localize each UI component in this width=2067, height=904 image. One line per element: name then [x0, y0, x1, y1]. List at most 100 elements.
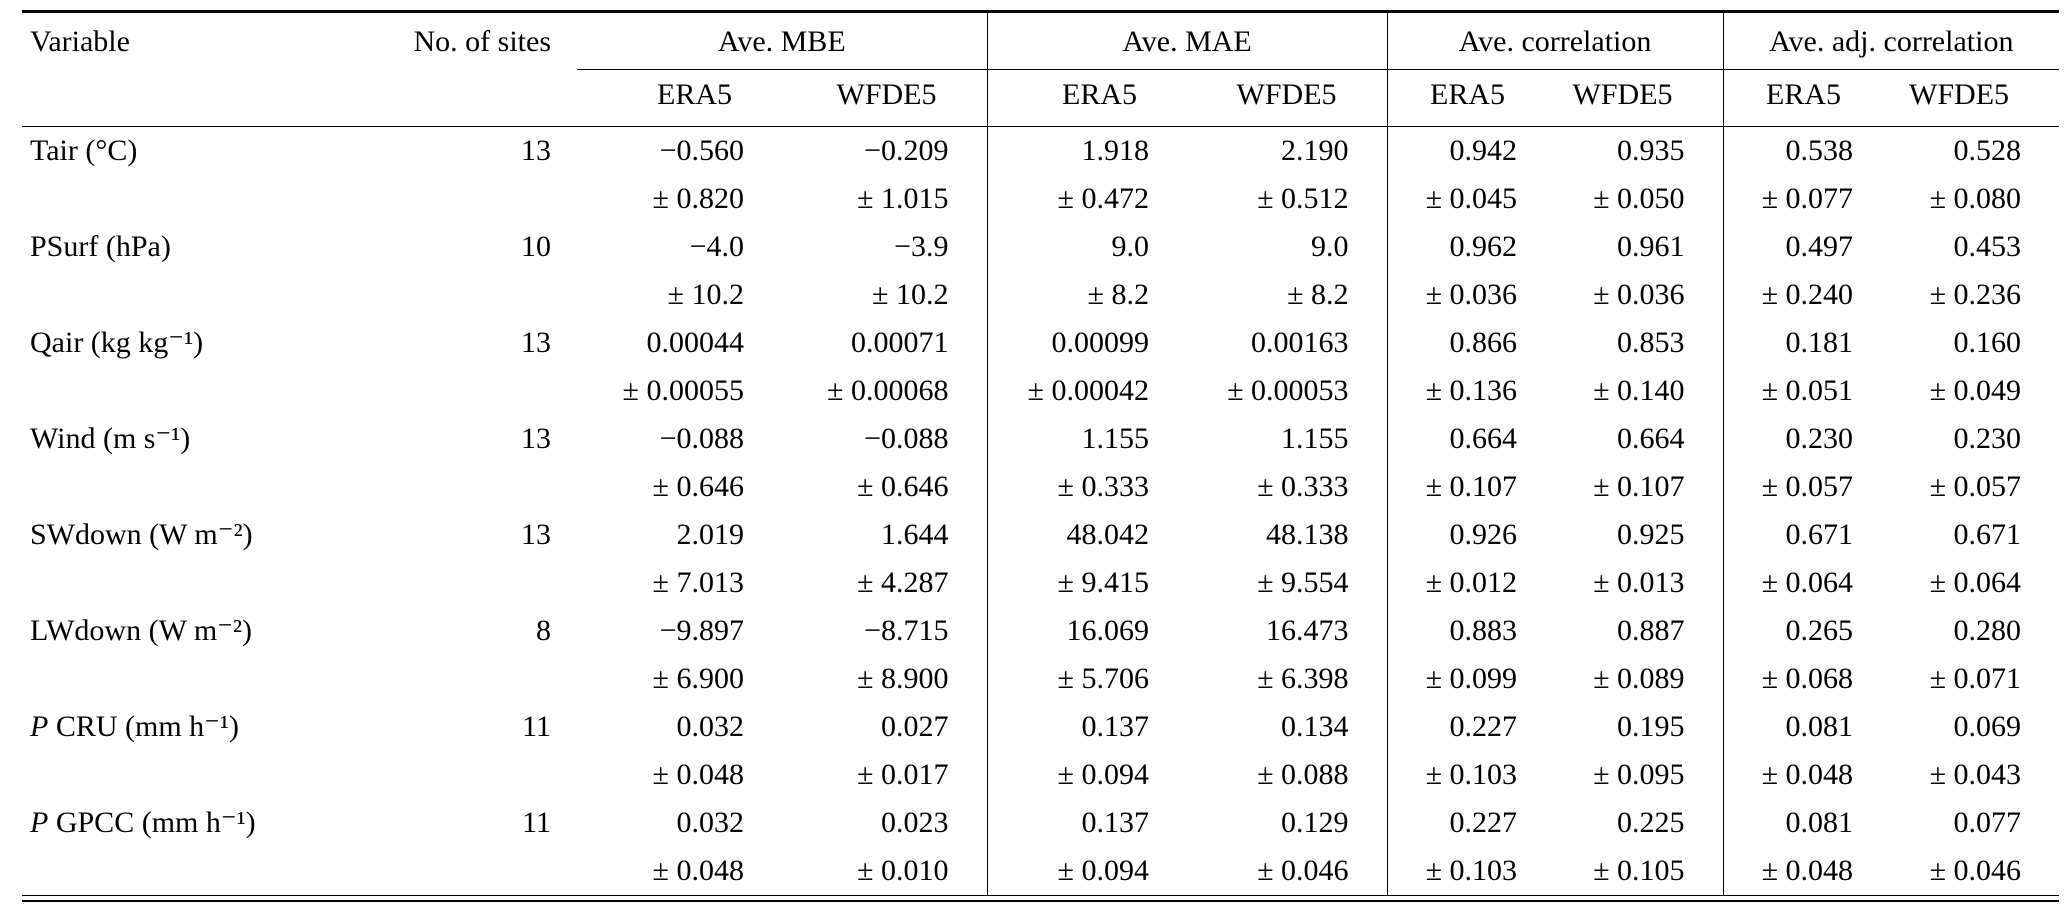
std-value: ± 0.094	[986, 751, 1188, 799]
std-value: ± 0.136	[1386, 367, 1556, 415]
subcol-mbe-era5: ERA5	[577, 69, 782, 127]
std-value: ± 0.010	[857, 854, 949, 887]
mean-value: 9.0	[1311, 230, 1349, 263]
mean-value: 48.042	[986, 511, 1188, 559]
col-group-ave-mbe: Ave. MBE	[577, 11, 988, 70]
std-value: ± 0.036	[1593, 278, 1685, 311]
mean-value: 0.866	[1386, 319, 1556, 367]
std-value: ± 0.00042	[986, 367, 1188, 415]
data-row-std: ± 6.900 ± 8.900 ± 5.706 ± 6.398 ± 0.099 ± 0.0…	[22, 655, 2059, 703]
sites-count: 13	[521, 326, 551, 359]
std-value: ± 8.900	[857, 662, 949, 695]
mean-value: −0.209	[864, 134, 949, 167]
mean-value: −0.088	[659, 422, 744, 455]
std-value: ± 0.051	[1722, 367, 1892, 415]
mean-value: 0.081	[1722, 799, 1892, 847]
std-value: ± 8.2	[1287, 278, 1349, 311]
std-value: ± 1.015	[857, 182, 949, 215]
std-value: ± 6.398	[1257, 662, 1349, 695]
std-value: ± 0.089	[1593, 662, 1685, 695]
subcol-correlation-wfde5: WFDE5	[1555, 69, 1724, 127]
mean-value: −0.088	[864, 422, 949, 455]
data-row-mean: P CRU (mm h⁻¹) 11 0.032 0.027 0.137 0.134 0.22…	[22, 703, 2059, 751]
std-value: ± 0.107	[1386, 463, 1556, 511]
std-value: ± 9.554	[1257, 566, 1349, 599]
std-value: ± 0.036	[1386, 271, 1556, 319]
mean-value: 2.019	[676, 518, 745, 551]
data-row-std: ± 0.646 ± 0.646 ± 0.333 ± 0.333 ± 0.107 ± 0.1…	[22, 463, 2059, 511]
mean-value: 0.528	[1953, 134, 2022, 167]
mean-value: 48.138	[1266, 518, 1349, 551]
std-value: ± 0.064	[1929, 566, 2022, 599]
mean-value: 0.069	[1953, 710, 2022, 743]
subcol-mae-wfde5: WFDE5	[1187, 69, 1388, 127]
std-value: ± 0.472	[986, 175, 1188, 223]
std-value: ± 0.236	[1929, 278, 2022, 311]
std-value: ± 6.900	[652, 662, 744, 695]
sites-count: 13	[521, 134, 551, 167]
mean-value: 0.137	[986, 799, 1188, 847]
mean-value: 0.453	[1953, 230, 2022, 263]
mean-value: 0.961	[1617, 230, 1685, 263]
subcol-mbe-wfde5: WFDE5	[782, 69, 988, 127]
std-value: ± 0.080	[1929, 182, 2022, 215]
std-value: ± 4.287	[857, 566, 949, 599]
std-value: ± 10.2	[872, 278, 949, 311]
mean-value: 0.032	[676, 710, 745, 743]
mean-value: −8.715	[864, 614, 949, 647]
table-header: Variable No. of sites Ave. MBE Ave. MAE …	[22, 11, 2060, 127]
mean-value: 0.027	[881, 710, 949, 743]
subcol-correlation-era5: ERA5	[1386, 69, 1556, 127]
std-value: ± 0.068	[1722, 655, 1892, 703]
std-value: ± 0.094	[986, 847, 1188, 896]
mean-value: 0.134	[1281, 710, 1349, 743]
mean-value: 0.00099	[986, 319, 1188, 367]
data-row-mean: Qair (kg kg⁻¹) 13 0.00044 0.00071 0.00099 0.0…	[22, 319, 2059, 367]
mean-value: 16.069	[986, 607, 1188, 655]
mean-value: 0.280	[1953, 614, 2022, 647]
mean-value: 0.023	[881, 806, 949, 839]
mean-value: 0.225	[1617, 806, 1685, 839]
group-header-row: Variable No. of sites Ave. MBE Ave. MAE …	[22, 11, 2060, 127]
mean-value: 0.227	[1386, 799, 1556, 847]
mean-value: 1.155	[986, 415, 1188, 463]
std-value: ± 0.048	[652, 854, 744, 887]
col-group-ave-correlation: Ave. correlation	[1386, 11, 1724, 70]
data-row-mean: P GPCC (mm h⁻¹) 11 0.032 0.023 0.137 0.129 0.2…	[22, 799, 2059, 847]
std-value: ± 0.107	[1593, 470, 1685, 503]
mean-value: 0.160	[1953, 326, 2022, 359]
data-row-std: ± 10.2 ± 10.2 ± 8.2 ± 8.2 ± 0.036 ± 0.036 ± 0.…	[22, 271, 2059, 319]
std-value: ± 0.646	[652, 470, 744, 503]
mean-value: 0.497	[1722, 223, 1892, 271]
mean-value: 0.230	[1722, 415, 1892, 463]
mean-value: −3.9	[894, 230, 949, 263]
std-value: ± 0.048	[652, 758, 744, 791]
mean-value: 0.227	[1386, 703, 1556, 751]
variable-label: PSurf (hPa)	[30, 230, 171, 263]
sites-count: 13	[521, 518, 551, 551]
col-header-variable: Variable	[22, 11, 392, 127]
std-value: ± 0.103	[1386, 751, 1556, 799]
data-row-std: ± 0.048 ± 0.017 ± 0.094 ± 0.088 ± 0.103 ± 0.0…	[22, 751, 2059, 799]
subcol-adj-correlation-era5: ERA5	[1722, 69, 1892, 127]
table-body: Tair (°C) 13 −0.560 −0.209 1.918 2.190 0.942 0.…	[22, 126, 2059, 896]
variable-label: Wind (m s⁻¹)	[30, 422, 191, 455]
mean-value: −4.0	[689, 230, 744, 263]
mean-value: 1.155	[1281, 422, 1349, 455]
mean-value: 0.887	[1617, 614, 1685, 647]
metrics-table: Variable No. of sites Ave. MBE Ave. MAE …	[22, 10, 2060, 896]
std-value: ± 0.105	[1593, 854, 1685, 887]
variable-label: P GPCC (mm h⁻¹)	[30, 806, 256, 839]
data-row-mean: Tair (°C) 13 −0.560 −0.209 1.918 2.190 0.942 0.…	[22, 126, 2059, 175]
mean-value: 0.925	[1617, 518, 1685, 551]
mean-value: 0.664	[1386, 415, 1556, 463]
table-bottom-rule	[22, 900, 2059, 902]
mean-value: 0.195	[1617, 710, 1685, 743]
mean-value: 0.081	[1722, 703, 1892, 751]
mean-value: 0.265	[1722, 607, 1892, 655]
mean-value: 0.942	[1386, 126, 1556, 175]
std-value: ± 0.017	[857, 758, 949, 791]
std-value: ± 0.140	[1593, 374, 1685, 407]
mean-value: 0.853	[1617, 326, 1685, 359]
